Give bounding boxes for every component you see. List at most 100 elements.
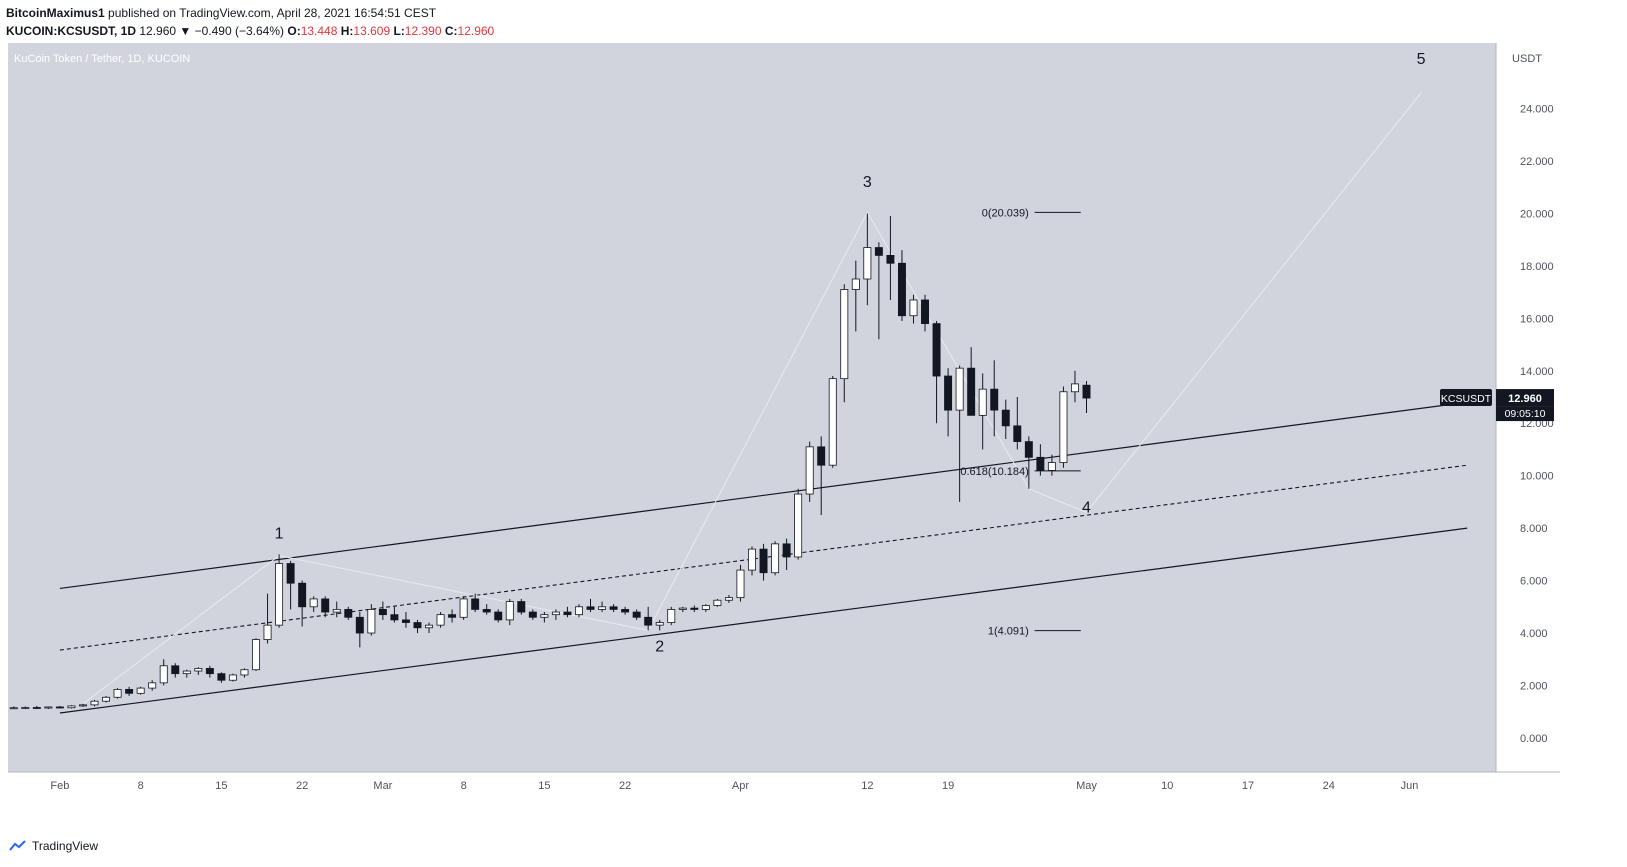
candle-down <box>448 614 457 618</box>
candle-down <box>782 543 791 558</box>
candle-up <box>805 446 814 495</box>
chart-header: BitcoinMaximus1 published on TradingView… <box>6 4 494 40</box>
candle-up <box>367 609 376 634</box>
candle-up <box>459 598 468 618</box>
candle-up <box>425 624 433 629</box>
candle-up <box>148 682 157 689</box>
y-tick-label: 20.000 <box>1520 208 1554 220</box>
countdown-tag <box>1496 406 1554 422</box>
symbol-tag <box>1440 389 1492 407</box>
chart-title: KuCoin Token / Tether, 1D, KUCOIN <box>14 53 190 65</box>
candle-up <box>701 605 710 610</box>
y-tick-label: 18.000 <box>1520 261 1554 273</box>
x-tick-label: 22 <box>296 780 308 792</box>
y-tick-label: 8.000 <box>1520 523 1548 535</box>
candle-up <box>505 601 514 621</box>
candle-down <box>494 611 503 621</box>
candle-up <box>748 548 756 571</box>
fib-level-label: 0.618(10.184) <box>960 466 1029 478</box>
publish-line: BitcoinMaximus1 published on TradingView… <box>6 4 494 22</box>
candle-up <box>667 609 676 623</box>
candle-down <box>621 609 630 613</box>
candle-up <box>575 606 583 616</box>
last-price: 12.960 <box>139 24 177 38</box>
candle-up <box>9 707 18 710</box>
candle-down <box>528 611 537 618</box>
candle-down <box>321 598 330 613</box>
candle-down <box>586 606 595 610</box>
candle-down <box>690 607 699 610</box>
wave-label: 1 <box>275 526 284 543</box>
candle-down <box>1024 441 1033 458</box>
footer-brand: TradingView <box>8 838 98 854</box>
candle-down <box>298 582 307 608</box>
candle-up <box>1059 391 1068 463</box>
candle-up <box>67 705 76 709</box>
candle-down <box>990 388 999 411</box>
candle-down <box>471 598 480 610</box>
high-label: H: <box>340 24 354 38</box>
candle-up <box>263 624 272 640</box>
close-value: 12.960 <box>457 24 495 38</box>
candle-up <box>102 696 111 702</box>
candle-up <box>736 569 745 599</box>
channel-upper-line <box>59 401 1468 590</box>
candle-down <box>355 616 364 634</box>
candle-down <box>217 673 226 681</box>
candle-up <box>113 688 122 698</box>
candle-up <box>771 543 780 574</box>
candle-up <box>955 367 964 411</box>
y-tick-label: 16.000 <box>1520 313 1554 325</box>
candle-down <box>482 609 491 613</box>
x-tick-label: Feb <box>50 780 69 792</box>
y-tick-label: 14.000 <box>1520 366 1554 378</box>
candle-down <box>1013 425 1022 442</box>
candle-down <box>632 611 641 618</box>
candle-up <box>136 687 145 694</box>
x-tick-label: 15 <box>215 780 227 792</box>
candle-up <box>724 597 733 601</box>
footer-brand-text: TradingView <box>32 839 99 853</box>
candle-up <box>828 378 837 466</box>
candle-down <box>171 665 180 675</box>
candle-up <box>309 598 318 608</box>
candle-up <box>655 622 664 626</box>
candle-up <box>194 668 203 672</box>
x-tick-label: 12 <box>861 780 873 792</box>
published-text: published on TradingView.com, April 28, … <box>108 6 437 20</box>
symbol-tag-text: KCSUSDT <box>1441 393 1492 405</box>
candle-down <box>563 611 572 616</box>
open-label: O: <box>287 24 301 38</box>
candle-up <box>90 700 99 706</box>
ohlc-line: KUCOIN:KCSUSDT, 1D 12.960 ▼ −0.490 (−3.6… <box>6 22 494 40</box>
candle-up <box>436 614 445 626</box>
candle-up <box>332 609 341 613</box>
wave-label: 2 <box>655 638 664 655</box>
low-label: L: <box>393 24 405 38</box>
x-tick-label: 8 <box>138 780 144 792</box>
low-value: 12.390 <box>404 24 442 38</box>
candle-up <box>794 493 803 558</box>
candle-up <box>551 611 560 616</box>
x-tick-label: 24 <box>1323 780 1335 792</box>
y-tick-label: 22.000 <box>1520 156 1554 168</box>
x-tick-label: 10 <box>1161 780 1173 792</box>
open-value: 13.448 <box>300 24 338 38</box>
author-name[interactable]: BitcoinMaximus1 <box>6 6 105 20</box>
candle-up <box>252 639 260 671</box>
y-tick-label: 0.000 <box>1520 733 1548 745</box>
candle-down <box>609 606 618 610</box>
candle-up <box>159 665 168 684</box>
candle-down <box>413 622 422 629</box>
candle-down <box>932 323 941 377</box>
candle-down <box>967 367 976 416</box>
candle-down <box>921 299 929 324</box>
candle-down <box>1001 409 1010 427</box>
x-tick-label: Jun <box>1401 780 1419 792</box>
candle-up <box>598 606 607 610</box>
candle-down <box>759 548 768 574</box>
candle-up <box>863 247 872 280</box>
y-tick-label: 12.000 <box>1520 418 1554 430</box>
candle-up <box>240 669 249 676</box>
